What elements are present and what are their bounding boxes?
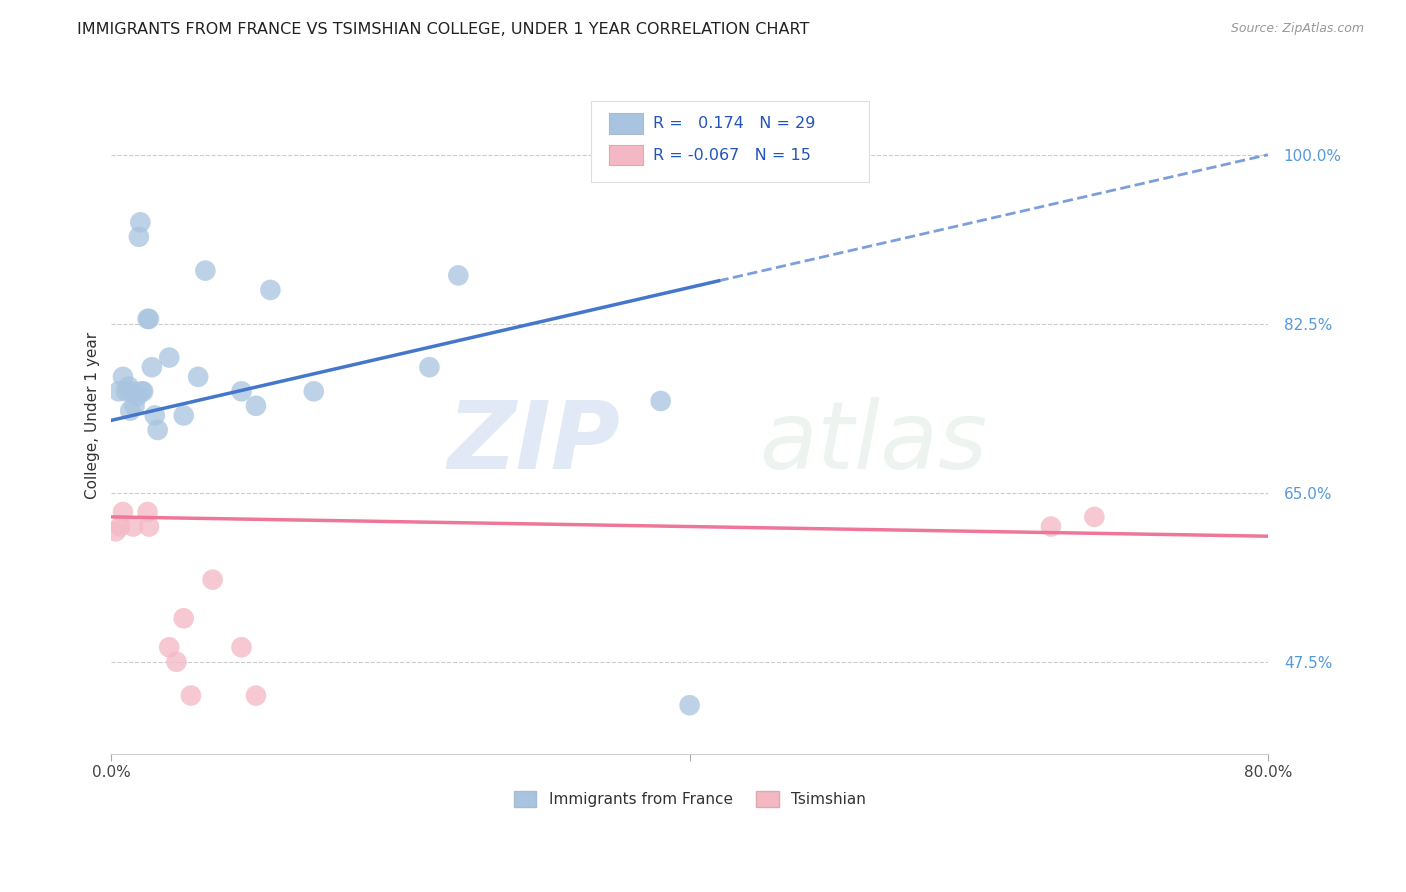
Point: [157, 351, 180, 365]
Point: [138, 312, 160, 326]
Point: [231, 640, 253, 655]
Point: [302, 384, 325, 399]
Point: [173, 611, 195, 625]
Point: [124, 399, 146, 413]
Point: [245, 689, 267, 703]
Point: [121, 384, 143, 399]
Point: [111, 369, 134, 384]
Point: [136, 505, 159, 519]
Text: Source: ZipAtlas.com: Source: ZipAtlas.com: [1230, 22, 1364, 36]
Point: [187, 369, 209, 384]
Bar: [609, 113, 644, 134]
Point: [1083, 509, 1105, 524]
Point: [129, 215, 152, 229]
Point: [115, 384, 138, 399]
Point: [107, 384, 129, 399]
Text: IMMIGRANTS FROM FRANCE VS TSIMSHIAN COLLEGE, UNDER 1 YEAR CORRELATION CHART: IMMIGRANTS FROM FRANCE VS TSIMSHIAN COLL…: [77, 22, 810, 37]
FancyBboxPatch shape: [592, 101, 869, 182]
Text: R =   0.174   N = 29: R = 0.174 N = 29: [652, 116, 815, 131]
Point: [127, 389, 149, 403]
Point: [418, 360, 440, 375]
Point: [120, 403, 142, 417]
Point: [143, 409, 166, 423]
Text: ZIP: ZIP: [447, 397, 620, 489]
Point: [201, 573, 224, 587]
Bar: [609, 145, 644, 165]
Point: [141, 360, 163, 375]
Point: [131, 384, 153, 399]
Point: [108, 519, 131, 533]
Point: [447, 268, 470, 283]
Point: [104, 524, 127, 539]
Point: [157, 640, 180, 655]
Point: [180, 689, 202, 703]
Legend: Immigrants from France, Tsimshian: Immigrants from France, Tsimshian: [508, 785, 872, 814]
Point: [128, 229, 150, 244]
Point: [194, 263, 217, 277]
Point: [132, 384, 155, 399]
Point: [138, 519, 160, 533]
Point: [118, 379, 141, 393]
Point: [122, 519, 145, 533]
Point: [111, 505, 134, 519]
Point: [173, 409, 195, 423]
Point: [146, 423, 169, 437]
Point: [1040, 519, 1063, 533]
Point: [245, 399, 267, 413]
Point: [166, 655, 188, 669]
Point: [231, 384, 253, 399]
Text: atlas: atlas: [759, 397, 987, 488]
Point: [259, 283, 281, 297]
Text: R = -0.067   N = 15: R = -0.067 N = 15: [652, 148, 810, 162]
Point: [136, 312, 159, 326]
Point: [650, 394, 672, 409]
Y-axis label: College, Under 1 year: College, Under 1 year: [86, 332, 100, 499]
Point: [678, 698, 700, 713]
